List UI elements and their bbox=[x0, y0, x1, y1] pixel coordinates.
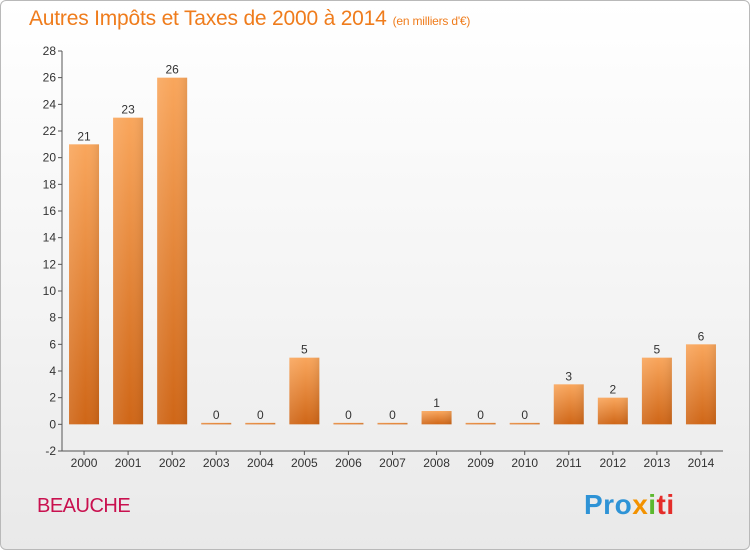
bar-value-label: 2 bbox=[609, 383, 616, 397]
bar-shade bbox=[113, 117, 144, 425]
x-tick-label: 2003 bbox=[203, 456, 230, 470]
bar-value-label: 5 bbox=[301, 343, 308, 357]
y-tick-label: 18 bbox=[43, 177, 57, 191]
y-tick-label: 8 bbox=[49, 311, 56, 325]
bar-value-label: 1 bbox=[433, 396, 440, 410]
bar-value-label: 6 bbox=[698, 329, 705, 343]
chart-title-text: Autres Impôts et Taxes de 2000 à 2014 bbox=[29, 7, 387, 30]
y-tick-label: 0 bbox=[49, 417, 56, 431]
place-name: BEAUCHE bbox=[37, 495, 131, 517]
bar-value-label: 0 bbox=[257, 408, 264, 422]
bar-value-label: 5 bbox=[654, 343, 661, 357]
bar-value-label: 0 bbox=[389, 408, 396, 422]
y-tick-label: 24 bbox=[43, 97, 57, 111]
bar-value-label: 23 bbox=[121, 103, 135, 117]
y-tick-label: 12 bbox=[43, 257, 57, 271]
bar-value-label: 0 bbox=[477, 408, 484, 422]
y-tick-label: -2 bbox=[45, 444, 56, 458]
logo-part-4: ti bbox=[656, 489, 675, 520]
y-tick-label: 20 bbox=[43, 151, 57, 165]
bar-shade bbox=[289, 357, 320, 425]
y-tick-label: 14 bbox=[43, 231, 57, 245]
bar-shade bbox=[377, 422, 408, 425]
x-tick-label: 2013 bbox=[644, 456, 671, 470]
x-tick-label: 2011 bbox=[556, 456, 582, 470]
bar-value-label: 21 bbox=[77, 129, 91, 143]
x-tick-label: 2000 bbox=[71, 456, 98, 470]
bar-shade bbox=[245, 422, 276, 425]
x-tick-label: 2012 bbox=[599, 456, 626, 470]
x-tick-label: 2001 bbox=[115, 456, 142, 470]
logo-part-3: i bbox=[648, 489, 657, 520]
chart-subtitle: (en milliers d'€) bbox=[392, 14, 471, 28]
logo-part-2: x bbox=[632, 489, 649, 520]
bar-value-label: 0 bbox=[345, 408, 352, 422]
x-tick-label: 2008 bbox=[423, 456, 450, 470]
y-tick-label: 6 bbox=[49, 337, 56, 351]
bar-value-label: 26 bbox=[165, 63, 179, 77]
x-tick-label: 2005 bbox=[291, 456, 318, 470]
chart-title: Autres Impôts et Taxes de 2000 à 2014 (en… bbox=[29, 7, 470, 31]
bar-shade bbox=[553, 384, 584, 425]
x-tick-label: 2014 bbox=[688, 456, 715, 470]
bar-shade bbox=[641, 357, 672, 425]
x-tick-label: 2004 bbox=[247, 456, 274, 470]
bar-value-label: 0 bbox=[521, 408, 528, 422]
y-tick-label: 4 bbox=[49, 364, 56, 378]
bar-value-label: 0 bbox=[213, 408, 220, 422]
x-tick-label: 2007 bbox=[379, 456, 406, 470]
bar-shade bbox=[69, 144, 100, 425]
y-tick-label: 26 bbox=[43, 71, 57, 85]
bar-shade bbox=[157, 77, 188, 425]
logo-part-1: Pro bbox=[584, 489, 633, 520]
x-tick-label: 2002 bbox=[159, 456, 186, 470]
y-tick-label: 22 bbox=[43, 124, 57, 138]
bar-shade bbox=[597, 397, 628, 425]
y-tick-label: 10 bbox=[43, 284, 57, 298]
bars bbox=[69, 77, 716, 425]
y-tick-label: 16 bbox=[43, 204, 57, 218]
x-tick-label: 2006 bbox=[335, 456, 362, 470]
x-tick-label: 2009 bbox=[467, 456, 494, 470]
bar-shade bbox=[421, 411, 452, 425]
y-tick-label: 2 bbox=[49, 391, 56, 405]
bar-shade bbox=[465, 422, 496, 425]
bar-shade bbox=[333, 422, 364, 425]
bar-shade bbox=[509, 422, 540, 425]
value-labels: 21 23 26 0 0 5 0 0 1 0 0 3 2 5 6 bbox=[77, 63, 704, 422]
bar-shade bbox=[201, 422, 232, 425]
proxiti-logo[interactable]: Proxiti bbox=[584, 489, 675, 521]
bar-shade bbox=[685, 344, 716, 425]
y-tick-label: 28 bbox=[43, 44, 57, 58]
bar-value-label: 3 bbox=[565, 369, 572, 383]
x-tick-label: 2010 bbox=[511, 456, 538, 470]
